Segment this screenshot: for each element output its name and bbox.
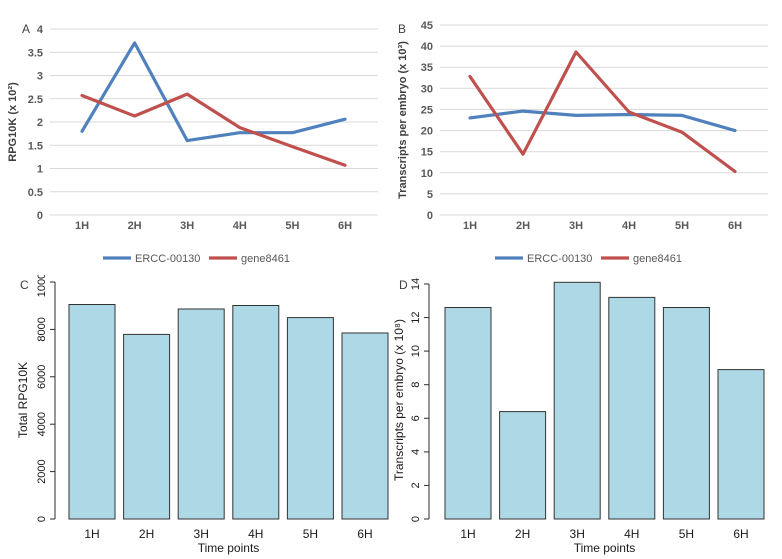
chart-b-y-tick-label: 40 [421, 41, 433, 53]
chart-d-y-tick-label: 12 [410, 311, 422, 323]
chart-d-y-tick-label: 4 [410, 449, 422, 455]
chart-c-canvas: C 0 2000 4000 6000 8000 10000 Total RPG10K 1H 2H 3… [16, 275, 389, 555]
chart-c-x-tick-label: 4H [248, 527, 263, 541]
chart-c-y-tick-label: 6000 [36, 365, 48, 389]
chart-b-x-tick-label: 4H [622, 220, 636, 232]
chart-b-series-line-gene8461 [468, 50, 737, 174]
chart-a-x-tick-label: 3H [180, 220, 194, 232]
panel-label-d: D [399, 278, 408, 292]
chart-b-y-tick-label: 35 [421, 62, 433, 74]
chart-c-bar-4h [232, 305, 280, 520]
chart-d-y-tick-label: 14 [410, 278, 422, 290]
chart-d-bar-2h [499, 411, 547, 520]
chart-b-series-line-ercc-00130 [468, 109, 737, 133]
chart-a-x-tick-label: 5H [285, 220, 299, 232]
chart-d-bar-4h [608, 296, 656, 520]
panel-label-c: C [20, 278, 29, 292]
chart-d-bar-6h [717, 369, 765, 520]
chart-b-y-tick-label: 25 [421, 104, 433, 116]
chart-b-y-tick-label: 0 [427, 210, 433, 222]
chart-c-y-axis-title: Total RPG10K [16, 362, 30, 438]
chart-d-x-tick-label: 5H [679, 527, 694, 541]
legend-label-gene8461: gene8461 [633, 253, 682, 265]
chart-b-y-tick-label: 10 [421, 168, 433, 180]
chart-c-x-tick-label: 6H [357, 527, 372, 541]
chart-b-y-tick-label: 15 [421, 147, 433, 159]
panel-c-bar-chart: C 0 2000 4000 6000 8000 10000 Total RPG10K 1H 2H 3… [0, 275, 391, 559]
chart-b-canvas: B 0 5 10 15 20 25 30 35 40 45 1H 2H 3H 4H 5H 6H Transcrip… [397, 20, 768, 265]
chart-a-y-tick-label: 2 [37, 117, 43, 129]
chart-a-series-line-ercc-00130 [80, 41, 347, 143]
chart-c-y-tick-label: 8000 [36, 317, 48, 341]
chart-a-y-tick-label: 0 [37, 210, 43, 222]
chart-d-x-tick-label: 3H [570, 527, 585, 541]
chart-b-x-tick-label: 1H [463, 220, 477, 232]
chart-b-y-axis-title: Transcripts per embryo (x 10³) [397, 41, 409, 199]
chart-b-x-tick-label: 6H [728, 220, 742, 232]
chart-d-x-tick-label: 1H [460, 527, 475, 541]
chart-d-y-tick-label: 2 [410, 482, 422, 488]
legend-label-ercc-00130: ERCC-00130 [135, 253, 200, 265]
chart-a-y-tick-label: 4 [37, 24, 44, 36]
chart-b-y-tick-label: 45 [421, 20, 433, 32]
chart-c-y-tick-label: 10000 [36, 275, 48, 297]
chart-c-x-axis-title: Time points [198, 541, 260, 555]
legend-label-ercc-00130: ERCC-00130 [527, 253, 592, 265]
chart-c-bar-3h [177, 308, 225, 520]
chart-c-x-tick-label: 2H [139, 527, 154, 541]
panel-a-line-chart: A 0 0.5 1 1.5 2 2.5 3 3.5 4 1H 2H 3H 4H 5H 6H RPG10K (x … [0, 0, 391, 275]
chart-a-y-tick-label: 3.5 [28, 47, 43, 59]
chart-a-series-line-gene8461 [80, 92, 347, 167]
chart-d-x-tick-label: 6H [733, 527, 748, 541]
chart-b-y-tick-label: 5 [427, 189, 433, 201]
chart-a-x-tick-label: 2H [128, 220, 142, 232]
chart-b-x-tick-label: 3H [569, 220, 583, 232]
chart-d-bar-1h [444, 307, 492, 520]
chart-c-y-tick-label: 2000 [36, 459, 48, 483]
chart-d-x-tick-label: 2H [515, 527, 530, 541]
chart-d-y-tick-label: 6 [410, 415, 422, 421]
chart-b-y-tick-label: 30 [421, 83, 433, 95]
chart-b-x-tick-label: 5H [675, 220, 689, 232]
chart-a-x-tick-label: 4H [233, 220, 247, 232]
chart-c-y-tick-label: 0 [36, 516, 48, 522]
chart-d-y-axis-title: Transcripts per embryo (x 10⁸) [392, 319, 406, 481]
chart-d-y-tick-label: 8 [410, 382, 422, 388]
chart-a-x-tick-label: 1H [75, 220, 89, 232]
chart-c-x-tick-label: 1H [84, 527, 99, 541]
chart-d-x-axis-title: Time points [574, 541, 636, 555]
chart-a-y-tick-label: 2.5 [28, 94, 43, 106]
chart-c-x-tick-label: 5H [303, 527, 318, 541]
chart-a-y-axis-title: RPG10K (x 10²) [7, 82, 19, 162]
chart-d-canvas: D 0 2 4 6 8 10 12 14 Transcripts per embryo (x 10… [392, 278, 765, 555]
chart-d-bar-3h [553, 281, 601, 520]
chart-d-y-tick-label: 10 [410, 345, 422, 357]
panel-label-b: B [398, 22, 406, 36]
chart-b-y-tick-label: 20 [421, 126, 433, 138]
chart-c-bar-1h [68, 304, 116, 520]
panel-label-a: A [22, 22, 30, 36]
chart-a-canvas: A 0 0.5 1 1.5 2 2.5 3 3.5 4 1H 2H 3H 4H 5H 6H RPG10K (x … [7, 22, 378, 265]
chart-a-y-tick-label: 1.5 [28, 140, 43, 152]
chart-a-y-tick-label: 1 [37, 164, 43, 176]
chart-d-x-tick-label: 4H [624, 527, 639, 541]
chart-d-bar-5h [662, 307, 710, 520]
chart-a-x-tick-label: 6H [338, 220, 352, 232]
panel-d-bar-chart: D 0 2 4 6 8 10 12 14 Transcripts per embryo (x 10… [391, 275, 782, 559]
chart-d-y-tick-label: 0 [410, 516, 422, 522]
chart-c-x-tick-label: 3H [194, 527, 209, 541]
chart-b-x-tick-label: 2H [516, 220, 530, 232]
panel-b-line-chart: B 0 5 10 15 20 25 30 35 40 45 1H 2H 3H 4H 5H 6H Transcrip… [391, 0, 782, 275]
chart-a-y-tick-label: 0.5 [28, 187, 43, 199]
chart-a-y-tick-label: 3 [37, 71, 43, 83]
chart-c-bar-5h [286, 317, 334, 520]
legend-label-gene8461: gene8461 [241, 253, 290, 265]
chart-c-y-tick-label: 4000 [36, 412, 48, 436]
chart-c-bar-6h [341, 332, 389, 520]
chart-c-bar-2h [123, 333, 171, 520]
